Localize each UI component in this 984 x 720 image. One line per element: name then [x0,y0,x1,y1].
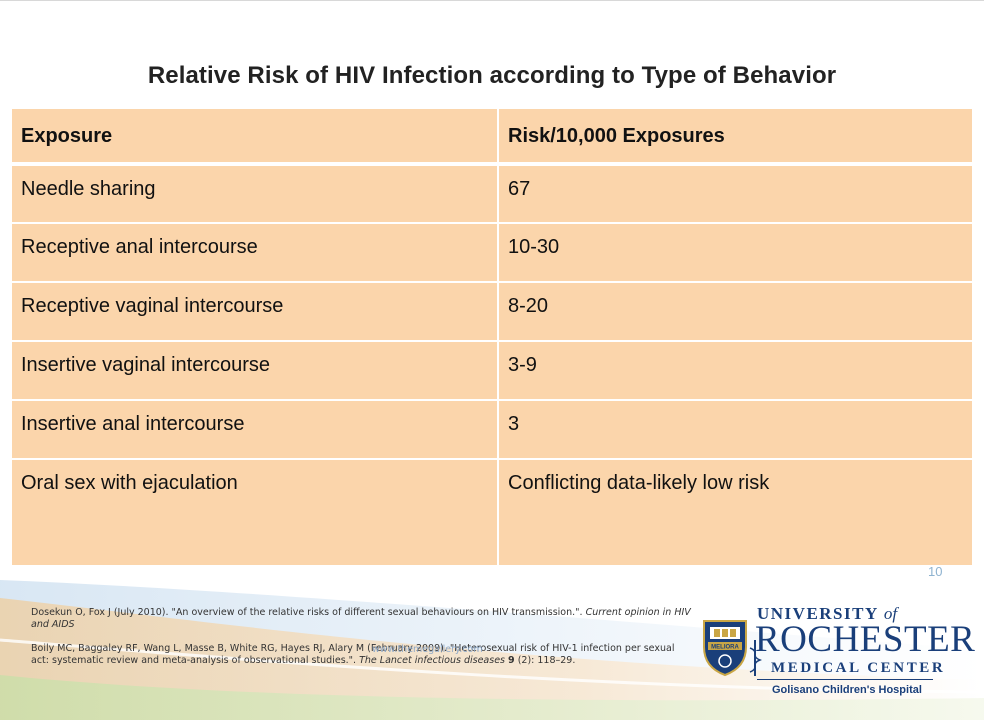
cell-risk: 10-30 [497,222,974,283]
table-row: Insertive anal intercourse 3 [10,399,974,460]
header-exposure: Exposure [10,107,499,166]
reference-2: Boily MC, Baggaley RF, Wang L, Masse B, … [31,643,691,667]
table-row: Receptive anal intercourse 10-30 [10,222,974,283]
reference-1: Dosekun O, Fox J (July 2010). "An overvi… [31,607,691,631]
cell-risk: 67 [497,163,974,224]
logo-university: UNIVERSITY [757,604,879,623]
seal-text: MELIORA [711,645,739,651]
cell-exposure: Receptive vaginal intercourse [10,281,499,342]
cell-risk: 3 [497,399,974,460]
reference-1-text: Dosekun O, Fox J (July 2010). "An overvi… [31,607,583,618]
logo-university-line: UNIVERSITY of [757,604,897,624]
page-number: 10 [928,564,943,579]
header-risk: Risk/10,000 Exposures [497,107,974,166]
table-row: Receptive vaginal intercourse 8-20 [10,281,974,342]
footer-swoosh-decoration [0,580,984,720]
reference-2-text: Boily MC, Baggaley RF, Wang L, Masse B, … [31,643,675,666]
table-row: Insertive vaginal intercourse 3-9 [10,340,974,401]
logo-rochester: ROCHESTER [755,619,976,660]
table-row: Oral sex with ejaculation Conflicting da… [10,458,974,567]
logo-divider [757,679,933,680]
reference-2-journal: The Lancet infectious diseases [359,655,505,666]
cell-exposure: Oral sex with ejaculation [10,458,499,567]
cell-risk: 8-20 [497,281,974,342]
cell-risk: Conflicting data-likely low risk [497,458,974,567]
references: Dosekun O, Fox J (July 2010). "An overvi… [31,607,691,679]
cell-exposure: Insertive vaginal intercourse [10,340,499,401]
logo-of: of [883,604,898,623]
cell-exposure: Needle sharing [10,163,499,224]
reference-1-journal: Current opinion in HIV and AIDS [31,607,691,630]
template-watermark: www.themegallery.com [372,644,483,655]
cell-risk: 3-9 [497,340,974,401]
medical-caduceus-icon [749,640,762,676]
university-seal-icon: MELIORA [703,620,747,677]
reference-2-pages: (2): 118–29. [517,655,576,666]
cell-exposure: Receptive anal intercourse [10,222,499,283]
table-row: Needle sharing 67 [10,163,974,224]
cell-exposure: Insertive anal intercourse [10,399,499,460]
top-rule [0,0,984,1]
reference-2-volume: 9 [508,655,515,666]
logo-golisano: Golisano Children's Hospital [772,684,922,696]
slide-title: Relative Risk of HIV Infection according… [147,62,837,89]
logo-medical-center: MEDICAL CENTER [771,660,946,676]
table-header-row: Exposure Risk/10,000 Exposures [10,107,974,166]
risk-table: Exposure Risk/10,000 Exposures Needle sh… [10,107,974,567]
